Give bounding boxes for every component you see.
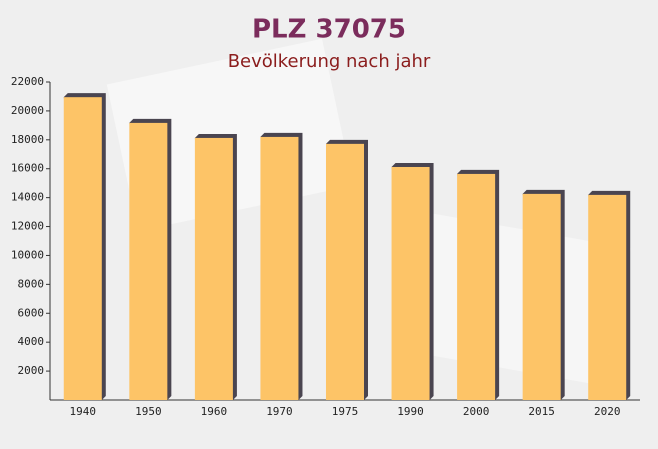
x-tick-label: 2000 (463, 405, 490, 418)
x-tick-label: 1970 (266, 405, 293, 418)
bar (522, 193, 561, 400)
x-tick-label: 1990 (397, 405, 424, 418)
x-tick-label: 1940 (70, 405, 97, 418)
y-tick-label: 22000 (11, 75, 44, 88)
bar (391, 166, 430, 400)
y-tick-label: 14000 (11, 191, 44, 204)
bar (588, 194, 627, 400)
y-tick-label: 2000 (18, 364, 45, 377)
bar (325, 143, 365, 400)
y-tick-label: 6000 (18, 306, 45, 319)
y-tick-label: 16000 (11, 162, 44, 175)
y-tick-label: 20000 (11, 104, 44, 117)
y-tick-label: 8000 (18, 277, 45, 290)
x-tick-label: 1975 (332, 405, 359, 418)
bar (194, 137, 233, 400)
x-tick-label: 1950 (135, 405, 162, 418)
x-tick-label: 1960 (201, 405, 228, 418)
bar (129, 122, 168, 400)
y-tick-label: 10000 (11, 248, 44, 261)
x-tick-label: 2015 (528, 405, 555, 418)
chart-subtitle: Bevölkerung nach jahr (228, 51, 431, 72)
x-tick-label: 2020 (594, 405, 621, 418)
bar (260, 136, 299, 400)
y-tick-label: 18000 (11, 133, 44, 146)
bar (457, 173, 496, 400)
bar (63, 97, 102, 400)
y-tick-label: 12000 (11, 220, 44, 233)
chart-title: PLZ 37075 (252, 15, 406, 45)
y-tick-label: 4000 (18, 335, 45, 348)
